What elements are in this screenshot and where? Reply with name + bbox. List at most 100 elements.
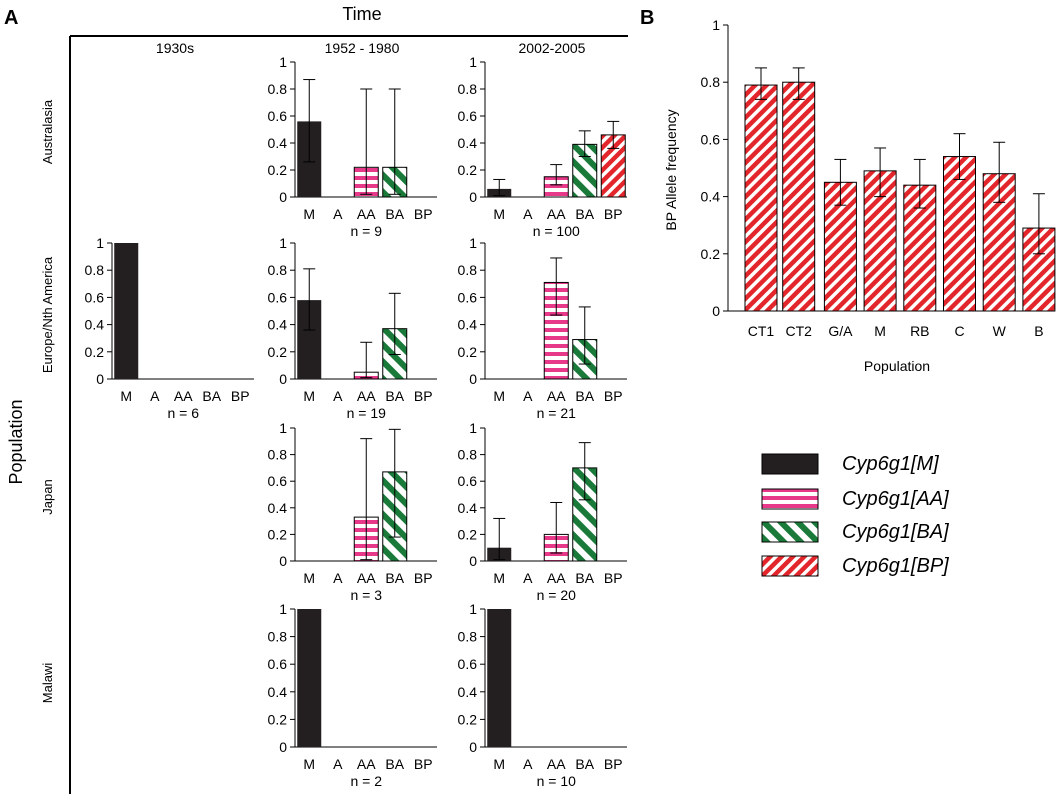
- y-tick-label-japan-1952-1980: 0.6: [268, 473, 288, 489]
- panel-b-y-tick-label: 0.6: [701, 131, 721, 147]
- subplot-japan-2002-2005: 00.20.40.60.81M A AA BA BPn = 20: [458, 420, 627, 603]
- panel-b-y-axis-title: BP Allele frequency: [663, 109, 679, 230]
- y-tick-label-japan-2002-2005: 0.6: [458, 473, 478, 489]
- y-tick-label-malawi-2002-2005: 0.8: [458, 629, 478, 645]
- x-tick-label-m-malawi-1952-1980: M: [303, 756, 315, 772]
- panel-b-x-tick-label-w: W: [993, 323, 1007, 339]
- legend-swatch-ba: [761, 521, 819, 543]
- subplot-japan-1952-1980: 00.20.40.60.81M A AA BA BPn = 3: [268, 420, 437, 603]
- subplot-malawi-2002-2005: 00.20.40.60.81M A AA BA BPn = 10: [458, 601, 627, 789]
- legend-swatch-bp: [761, 555, 819, 577]
- n-label-europe-nth-america-2002-2005: n = 21: [537, 405, 577, 421]
- legend-swatch-m: [761, 453, 819, 475]
- error-bar-aa-japan-2002-2005: [550, 501, 563, 554]
- y-tick-label-australasia-2002-2005: 0.8: [458, 81, 478, 97]
- y-tick-label-europe-nth-america-1952-1980: 0.6: [268, 289, 288, 305]
- y-tick-label-malawi-1952-1980: 0: [279, 739, 287, 755]
- panel-b-bar-c: [943, 156, 976, 312]
- error-bar-aa-australasia-2002-2005: [550, 164, 563, 186]
- y-tick-label-japan-2002-2005: 0.8: [458, 447, 478, 463]
- y-tick-label-europe-nth-america-2002-2005: 1: [469, 235, 477, 251]
- y-tick-label-europe-nth-america-1952-1980: 0.8: [268, 262, 288, 278]
- x-tick-label-m-europe-nth-america-1930s: M: [120, 388, 132, 404]
- x-tick-label-ba-europe-nth-america-1930s: BA: [202, 388, 221, 404]
- x-tick-label-bp-europe-nth-america-2002-2005: BP: [604, 388, 623, 404]
- y-tick-label-europe-nth-america-2002-2005: 0: [469, 371, 477, 387]
- x-tick-label-m-australasia-2002-2005: M: [493, 206, 505, 222]
- x-tick-label-a-europe-nth-america-2002-2005: A: [523, 388, 533, 404]
- error-bar-m-australasia-1952-1980: [303, 79, 316, 163]
- panel-b-error-bar-b: [1032, 193, 1045, 255]
- y-tick-label-japan-1952-1980: 0.2: [268, 526, 288, 542]
- x-tick-label-a-australasia-1952-1980: A: [333, 206, 343, 222]
- x-tick-label-m-japan-2002-2005: M: [493, 570, 505, 586]
- error-bar-m-japan-2002-2005: [493, 517, 506, 561]
- n-label-australasia-1952-1980: n = 9: [350, 223, 382, 239]
- panel-b-bar-ct2: [782, 81, 816, 312]
- panel-b-x-axis-title: Population: [864, 358, 930, 374]
- y-tick-label-europe-nth-america-2002-2005: 0.8: [458, 262, 478, 278]
- y-tick-label-europe-nth-america-1930s: 0.8: [85, 262, 105, 278]
- x-tick-label-bp-malawi-2002-2005: BP: [604, 756, 623, 772]
- panel-b-bar-ct1: [744, 84, 778, 312]
- x-tick-label-ba-malawi-1952-1980: BA: [385, 756, 404, 772]
- panel-b-x-tick-label-m: M: [874, 323, 886, 339]
- x-tick-label-ba-japan-2002-2005: BA: [575, 570, 594, 586]
- panel-b-x-tick-label-b: B: [1034, 323, 1043, 339]
- y-tick-label-europe-nth-america-1930s: 0.4: [85, 317, 105, 333]
- error-bar-bp-australasia-2002-2005: [607, 120, 620, 149]
- error-bar-ba-europe-nth-america-2002-2005: [578, 306, 591, 365]
- x-tick-label-m-europe-nth-america-1952-1980: M: [303, 388, 315, 404]
- legend-label-aa: Cyp6g1[AA]: [842, 488, 949, 510]
- subplot-malawi-1952-1980: 00.20.40.60.81M A AA BA BPn = 2: [268, 601, 437, 789]
- n-label-australasia-2002-2005: n = 100: [533, 223, 580, 239]
- y-tick-label-australasia-1952-1980: 1: [279, 54, 287, 70]
- x-tick-label-aa-europe-nth-america-1952-1980: AA: [357, 388, 376, 404]
- y-tick-label-japan-1952-1980: 0.4: [268, 500, 288, 516]
- y-tick-label-australasia-1952-1980: 0.6: [268, 108, 288, 124]
- x-tick-label-m-malawi-2002-2005: M: [493, 756, 505, 772]
- y-tick-label-malawi-1952-1980: 0.2: [268, 711, 288, 727]
- x-tick-label-a-australasia-2002-2005: A: [523, 206, 533, 222]
- y-tick-label-malawi-1952-1980: 1: [279, 601, 287, 617]
- subplot-europe-1930s: 00.20.40.60.81M A AA BA BPn = 6: [85, 235, 254, 421]
- legend-swatch-aa: [761, 488, 819, 510]
- x-tick-label-bp-malawi-1952-1980: BP: [414, 756, 433, 772]
- panel-b-y-tick-label: 0.4: [701, 189, 721, 205]
- y-tick-label-europe-nth-america-2002-2005: 0.2: [458, 344, 478, 360]
- x-tick-label-ba-japan-1952-1980: BA: [385, 570, 404, 586]
- y-tick-label-japan-2002-2005: 0.4: [458, 500, 478, 516]
- panel-b-x-tick-label-rb: RB: [910, 323, 929, 339]
- y-tick-label-japan-2002-2005: 1: [469, 420, 477, 436]
- y-tick-label-japan-2002-2005: 0.2: [458, 526, 478, 542]
- y-tick-label-europe-nth-america-1952-1980: 0.4: [268, 317, 288, 333]
- y-tick-label-malawi-2002-2005: 0.6: [458, 656, 478, 672]
- y-tick-label-australasia-2002-2005: 1: [469, 54, 477, 70]
- x-tick-label-aa-japan-1952-1980: AA: [357, 570, 376, 586]
- period-label-1930s: 1930s: [156, 40, 194, 56]
- y-tick-label-japan-1952-1980: 0: [279, 553, 287, 569]
- panel-b-error-bar-w: [993, 141, 1006, 203]
- error-bar-ba-japan-1952-1980: [388, 428, 401, 538]
- x-tick-label-a-malawi-1952-1980: A: [333, 756, 343, 772]
- x-tick-label-a-europe-nth-america-1952-1980: A: [333, 388, 343, 404]
- x-tick-label-m-australasia-1952-1980: M: [303, 206, 315, 222]
- panel-b-error-bar-ct2: [792, 67, 805, 100]
- region-label-japan: Japan: [40, 479, 55, 514]
- x-tick-label-a-japan-1952-1980: A: [333, 570, 343, 586]
- x-tick-label-bp-europe-nth-america-1952-1980: BP: [414, 388, 433, 404]
- panel-a-label: A: [4, 7, 18, 29]
- x-tick-label-ba-malawi-2002-2005: BA: [575, 756, 594, 772]
- x-tick-label-m-japan-1952-1980: M: [303, 570, 315, 586]
- panel-b-x-tick-label-ct2: CT2: [785, 323, 812, 339]
- error-bar-ba-japan-2002-2005: [578, 442, 591, 501]
- panel-b-x-tick-label-ct1: CT1: [748, 323, 775, 339]
- panel-b-x-tick-label-g-a: G/A: [828, 323, 853, 339]
- y-tick-label-japan-1952-1980: 1: [279, 420, 287, 436]
- panel-b-error-bar-ct1: [755, 67, 767, 100]
- subplot-australasia-1952-1980: 00.20.40.60.81M A AA BA BPn = 9: [268, 54, 437, 239]
- y-tick-label-malawi-1952-1980: 0.4: [268, 684, 288, 700]
- y-tick-label-japan-1952-1980: 0.8: [268, 447, 288, 463]
- x-tick-label-aa-europe-nth-america-2002-2005: AA: [547, 388, 566, 404]
